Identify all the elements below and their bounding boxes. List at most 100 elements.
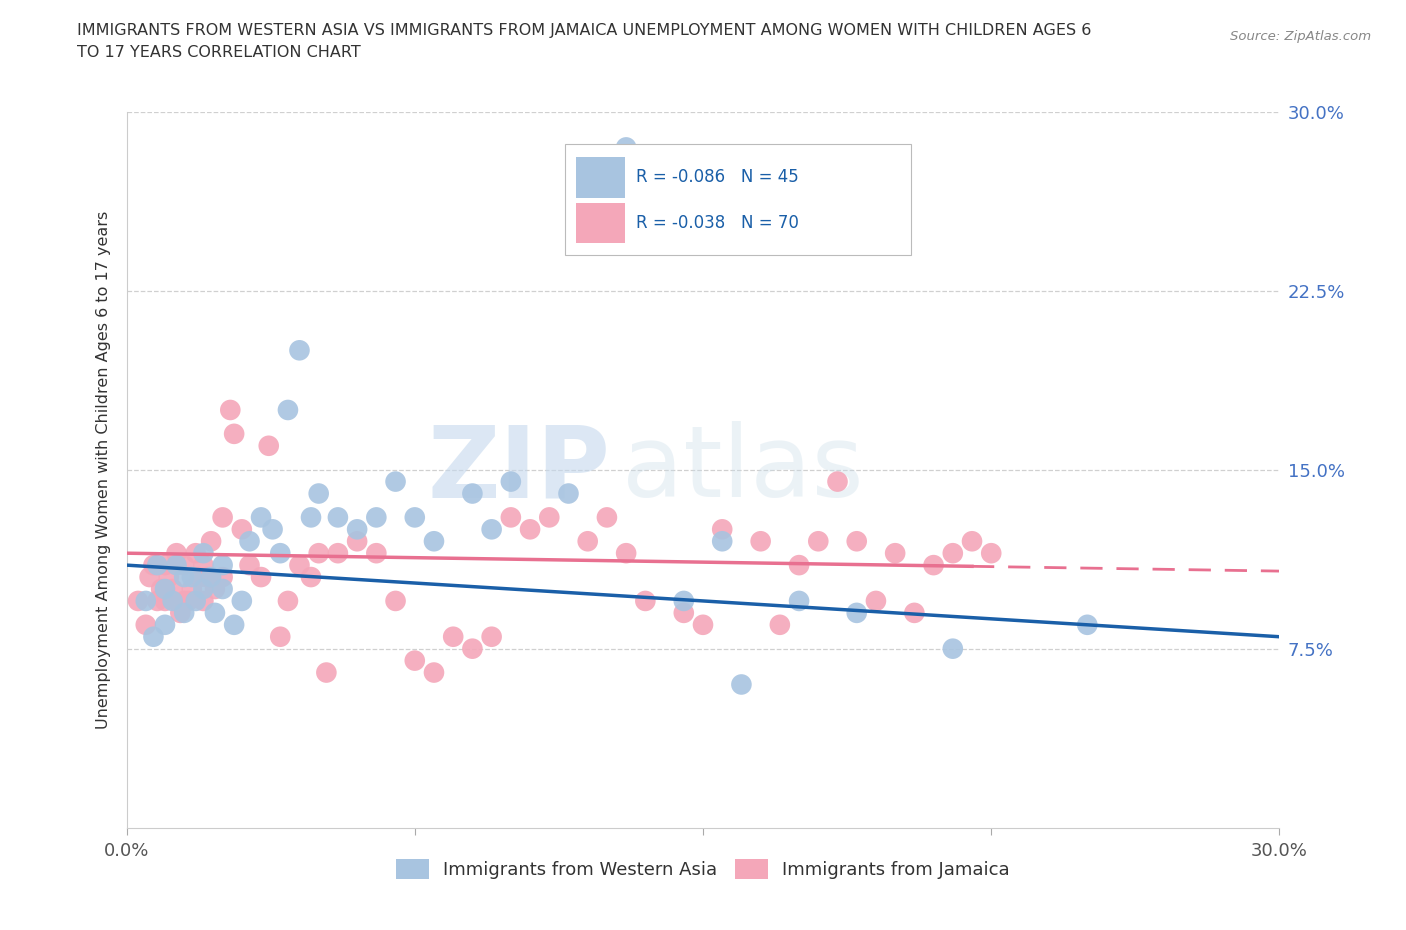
Point — [461, 642, 484, 657]
Point — [193, 558, 215, 573]
Point — [219, 403, 242, 418]
Point — [238, 534, 260, 549]
Point — [366, 546, 388, 561]
Point — [499, 474, 522, 489]
Text: R = -0.038   N = 70: R = -0.038 N = 70 — [636, 214, 799, 232]
Point — [461, 486, 484, 501]
Point — [138, 569, 160, 585]
Point — [942, 546, 965, 561]
Point — [153, 581, 176, 596]
Point — [787, 558, 810, 573]
Point — [211, 510, 233, 525]
Legend: Immigrants from Western Asia, Immigrants from Jamaica: Immigrants from Western Asia, Immigrants… — [389, 851, 1017, 886]
Point — [827, 474, 849, 489]
Point — [184, 546, 207, 561]
Point — [499, 510, 522, 525]
Point — [135, 618, 157, 632]
Point — [423, 534, 446, 549]
Point — [288, 343, 311, 358]
Point — [195, 569, 218, 585]
Point — [903, 605, 925, 620]
Point — [173, 569, 195, 585]
Point — [269, 546, 291, 561]
Point — [711, 534, 734, 549]
Point — [262, 522, 284, 537]
Point — [519, 522, 541, 537]
Point — [142, 630, 165, 644]
Point — [211, 581, 233, 596]
Text: TO 17 YEARS CORRELATION CHART: TO 17 YEARS CORRELATION CHART — [77, 45, 361, 60]
Point — [269, 630, 291, 644]
FancyBboxPatch shape — [576, 157, 624, 197]
Point — [346, 522, 368, 537]
Point — [153, 618, 176, 632]
FancyBboxPatch shape — [565, 144, 911, 255]
Point — [481, 522, 503, 537]
Text: R = -0.086   N = 45: R = -0.086 N = 45 — [636, 167, 799, 186]
Point — [231, 522, 253, 537]
Point — [146, 593, 169, 608]
Point — [231, 593, 253, 608]
Point — [166, 546, 188, 561]
Point — [672, 605, 695, 620]
Point — [277, 403, 299, 418]
Text: Source: ZipAtlas.com: Source: ZipAtlas.com — [1230, 30, 1371, 43]
Point — [711, 522, 734, 537]
Point — [153, 558, 176, 573]
Point — [441, 630, 464, 644]
Point — [299, 510, 322, 525]
Point — [180, 581, 202, 596]
Point — [288, 558, 311, 573]
Point — [269, 0, 291, 12]
Point — [769, 618, 792, 632]
Point — [481, 630, 503, 644]
Point — [193, 593, 215, 608]
Point — [150, 581, 173, 596]
Text: ZIP: ZIP — [427, 421, 610, 518]
Point — [366, 510, 388, 525]
Point — [127, 593, 149, 608]
Point — [238, 558, 260, 573]
Point — [299, 569, 322, 585]
Point — [326, 510, 349, 525]
Point — [346, 534, 368, 549]
Point — [787, 593, 810, 608]
Point — [308, 486, 330, 501]
Point — [277, 593, 299, 608]
Point — [135, 593, 157, 608]
Point — [250, 510, 273, 525]
Point — [204, 605, 226, 620]
Point — [980, 546, 1002, 561]
Point — [157, 569, 180, 585]
Point — [749, 534, 772, 549]
Point — [614, 546, 637, 561]
Point — [200, 534, 222, 549]
Point — [224, 426, 246, 442]
Point — [177, 593, 200, 608]
Point — [153, 593, 176, 608]
Point — [692, 618, 714, 632]
Point — [169, 605, 191, 620]
Point — [596, 510, 619, 525]
Point — [193, 546, 215, 561]
Point — [250, 569, 273, 585]
Point — [315, 665, 337, 680]
Point — [576, 534, 599, 549]
Point — [211, 569, 233, 585]
Point — [538, 510, 561, 525]
Point — [404, 653, 426, 668]
Text: IMMIGRANTS FROM WESTERN ASIA VS IMMIGRANTS FROM JAMAICA UNEMPLOYMENT AMONG WOMEN: IMMIGRANTS FROM WESTERN ASIA VS IMMIGRAN… — [77, 23, 1091, 38]
Point — [146, 558, 169, 573]
Point — [173, 605, 195, 620]
Point — [404, 510, 426, 525]
Point — [166, 558, 188, 573]
Point — [142, 558, 165, 573]
Point — [865, 593, 887, 608]
Point — [884, 546, 907, 561]
Point — [204, 581, 226, 596]
Point — [326, 546, 349, 561]
Point — [308, 546, 330, 561]
Point — [173, 593, 195, 608]
Point — [162, 593, 184, 608]
Point — [184, 593, 207, 608]
